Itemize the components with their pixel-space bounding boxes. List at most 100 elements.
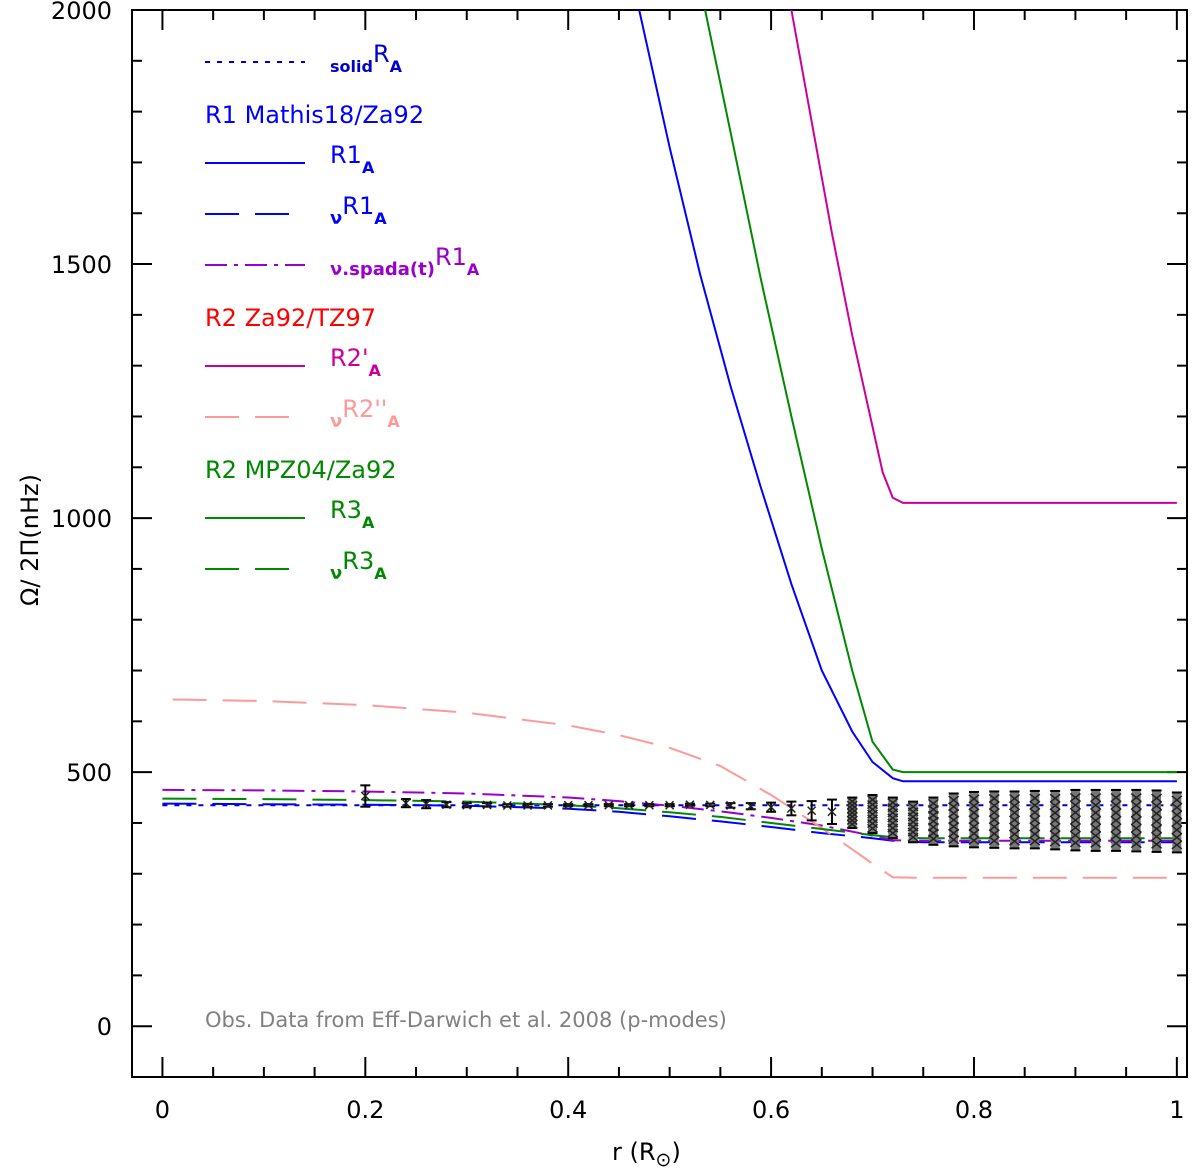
- obs-marker: [968, 821, 980, 832]
- series-layer: [162, 10, 1177, 879]
- obs-marker: [1090, 823, 1102, 833]
- obs-marker: [482, 800, 492, 810]
- y-tick-label: 2000: [51, 0, 112, 25]
- tick-labels: 0 0.2 0.4 0.6 0.8 1 0 500 1000 1500 2000: [51, 0, 1185, 1124]
- obs-marker: [1110, 838, 1122, 848]
- obs-marker: [644, 800, 654, 810]
- obs-marker: [988, 815, 1000, 825]
- obs-marker: [1090, 838, 1102, 848]
- obs-marker: [502, 800, 512, 810]
- x-tick-label: 0: [155, 1096, 170, 1124]
- obs-marker: [1110, 800, 1122, 810]
- obs-marker: [441, 800, 452, 810]
- obs-marker: [948, 835, 960, 845]
- obs-marker: [1009, 793, 1021, 804]
- legend-label: R2'A: [330, 344, 382, 380]
- obs-marker: [1049, 808, 1061, 818]
- annotation: Obs. Data from Eff-Darwich et al. 2008 (…: [205, 1008, 727, 1032]
- y-tick-label: 0: [97, 1013, 112, 1041]
- obs-marker: [988, 793, 1000, 804]
- obs-marker: [846, 815, 858, 825]
- series-line: [638, 10, 1177, 783]
- obs-marker: [827, 807, 837, 817]
- obs-marker: [948, 795, 960, 805]
- obs-marker: [1029, 829, 1041, 839]
- obs-marker: [1130, 793, 1142, 803]
- obs-marker: [746, 801, 756, 811]
- series-line: [790, 10, 1177, 504]
- obs-marker: [1009, 822, 1021, 832]
- obs-marker: [1130, 800, 1142, 810]
- obs-marker: [1029, 807, 1041, 818]
- obs-marker: [1049, 830, 1061, 840]
- series-line: [704, 10, 1177, 774]
- axis-ticks: [132, 9, 1187, 1078]
- obs-marker: [1130, 808, 1142, 818]
- x-tick-label: 0.4: [549, 1096, 587, 1124]
- obs-marker: [1049, 822, 1061, 833]
- legend-header: R2 MPZ04/Za92: [205, 456, 397, 484]
- legend-label: νR1A: [330, 192, 387, 229]
- obs-marker: [1069, 815, 1081, 825]
- obs-marker: [1110, 808, 1122, 818]
- obs-marker: [846, 800, 858, 810]
- obs-marker: [907, 832, 919, 842]
- obs-marker: [948, 802, 960, 812]
- obs-marker: [1009, 829, 1021, 839]
- obs-marker: [665, 800, 675, 810]
- obs-marker: [523, 800, 533, 810]
- obs-marker: [988, 836, 1000, 846]
- obs-marker: [1049, 815, 1061, 825]
- obs-marker: [948, 821, 960, 832]
- obs-marker: [1110, 792, 1122, 803]
- obs-marker: [988, 822, 1000, 832]
- obs-marker: [1171, 795, 1183, 805]
- plot-frame: [131, 9, 1188, 1078]
- obs-marker: [360, 791, 370, 801]
- obs-marker: [766, 802, 776, 812]
- obs-marker: [846, 804, 858, 814]
- obs-marker: [1069, 800, 1081, 810]
- obs-marker: [725, 800, 736, 810]
- obs-marker: [1130, 839, 1142, 849]
- x-axis-label-close: ): [671, 1138, 680, 1166]
- obs-marker: [1049, 793, 1061, 803]
- series-line: [162, 797, 1177, 840]
- obs-marker: [948, 815, 960, 825]
- obs-marker: [1151, 793, 1163, 803]
- series-line: [172, 698, 1177, 879]
- obs-marker: [563, 800, 573, 810]
- obs-marker: [846, 819, 858, 829]
- legend-label: solidRA: [330, 40, 403, 76]
- legend-label: ν.spada(t)R1A: [330, 243, 480, 280]
- x-tick-label: 0.2: [346, 1096, 384, 1124]
- obs-marker: [1029, 800, 1041, 810]
- legend: solidRA R1 Mathis18/Za92 R1A νR1A ν.spada(t)…: [205, 40, 480, 584]
- obs-marker: [1171, 825, 1183, 835]
- obs-marker: [1009, 836, 1021, 846]
- obs-marker: [807, 806, 817, 816]
- obs-marker: [968, 801, 980, 811]
- obs-marker: [1151, 831, 1163, 842]
- obs-marker: [1029, 793, 1041, 803]
- obs-marker: [846, 796, 858, 806]
- y-axis-label: Ω/ 2Π(nHz): [16, 474, 44, 606]
- obs-marker: [968, 815, 980, 825]
- legend-label: νR3A: [330, 547, 387, 584]
- obs-marker: [1171, 810, 1183, 820]
- obs-marker: [1171, 840, 1183, 850]
- legend-label: R3A: [330, 496, 375, 532]
- obs-marker: [462, 800, 472, 810]
- obs-marker: [887, 828, 899, 838]
- obs-marker: [1110, 831, 1122, 841]
- obs-marker: [685, 800, 695, 810]
- obs-marker: [1090, 831, 1102, 841]
- legend-header: R2 Za92/TZ97: [205, 304, 376, 332]
- x-tick-label: 0.8: [955, 1096, 993, 1124]
- obs-marker: [1049, 837, 1061, 847]
- obs-marker: [988, 829, 1000, 839]
- observation-points: [360, 784, 1183, 854]
- obs-marker: [624, 800, 634, 810]
- obs-marker: [968, 828, 980, 839]
